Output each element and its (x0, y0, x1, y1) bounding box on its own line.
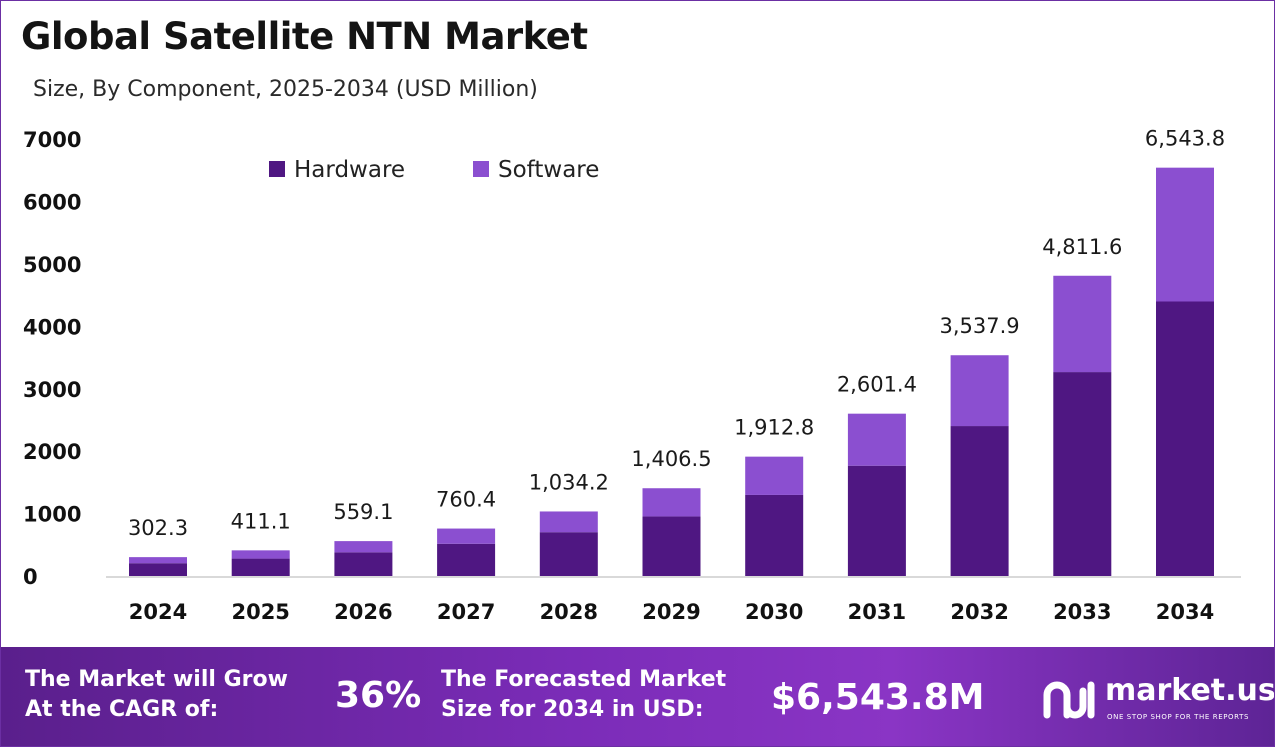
bar-software-2025 (231, 550, 290, 559)
data-label-total: 1,912.8 (734, 416, 814, 440)
x-tick-label: 2029 (642, 600, 700, 624)
data-label-total: 411.1 (231, 509, 291, 533)
data-label-total: 4,811.6 (1042, 235, 1122, 259)
x-tick-label: 2027 (437, 600, 495, 624)
data-label-total: 3,537.9 (940, 314, 1020, 338)
y-tick-label: 0 (23, 565, 38, 589)
x-tick-label: 2028 (540, 600, 598, 624)
y-tick-label: 5000 (23, 253, 81, 277)
y-tick-label: 1000 (23, 503, 81, 527)
legend-swatch-hardware (269, 161, 285, 177)
forecast-label-line2: Size for 2034 in USD: (441, 697, 704, 722)
y-tick-label: 6000 (23, 191, 81, 215)
bar-hardware-2027 (437, 543, 496, 576)
data-label-total: 1,034.2 (529, 470, 609, 494)
x-tick-label: 2025 (231, 600, 289, 624)
bar-software-2033 (1053, 275, 1112, 373)
legend-swatch-software (473, 161, 489, 177)
bar-hardware-2030 (745, 494, 804, 576)
bar-software-2028 (539, 511, 598, 533)
data-label-total: 6,543.8 (1145, 127, 1225, 151)
legend-label-software: Software (498, 157, 599, 183)
x-tick-label: 2030 (745, 600, 803, 624)
bar-hardware-2029 (642, 516, 701, 576)
forecast-value: $6,543.8M (771, 677, 985, 718)
bar-software-2034 (1156, 167, 1214, 302)
x-tick-label: 2034 (1156, 600, 1214, 624)
cagr-value: 36% (335, 675, 422, 716)
bar-software-2026 (334, 541, 393, 553)
brand-name: market.us (1105, 673, 1275, 708)
stacked-bar-chart: 0 1000 2000 3000 4000 5000 6000 7000 302.3 2024 41… (23, 127, 1241, 624)
data-label-total: 1,406.5 (631, 447, 711, 471)
cagr-label-line2: At the CAGR of: (25, 697, 219, 722)
bar-hardware-2034 (1156, 301, 1214, 576)
x-tick-label: 2024 (129, 600, 187, 624)
bar-software-2030 (745, 456, 804, 495)
bar-software-2031 (847, 413, 906, 466)
bar-hardware-2032 (950, 426, 1009, 576)
bar-hardware-2026 (334, 552, 393, 576)
data-label-total: 302.3 (128, 516, 188, 540)
market-us-logo-icon (1043, 681, 1095, 719)
y-tick-label: 7000 (23, 128, 81, 152)
bar-software-2032 (950, 355, 1009, 427)
bar-software-2029 (642, 488, 701, 517)
y-tick-label: 2000 (23, 440, 81, 464)
bar-software-2024 (129, 557, 187, 564)
summary-banner: The Market will Grow At the CAGR of: 36%… (1, 647, 1275, 746)
chart-title: Global Satellite NTN Market (21, 15, 588, 58)
bar-hardware-2025 (231, 558, 290, 576)
y-tick-label: 3000 (23, 378, 81, 402)
x-tick-label: 2031 (848, 600, 906, 624)
bar-hardware-2028 (539, 532, 598, 576)
x-tick-label: 2033 (1053, 600, 1111, 624)
data-label-total: 559.1 (333, 500, 393, 524)
bar-hardware-2024 (129, 563, 187, 576)
x-tick-label: 2026 (334, 600, 392, 624)
brand-tagline: ONE STOP SHOP FOR THE REPORTS (1107, 713, 1250, 721)
chart-subtitle: Size, By Component, 2025-2034 (USD Milli… (33, 77, 538, 102)
bar-hardware-2033 (1053, 372, 1112, 576)
data-label-total: 2,601.4 (837, 373, 917, 397)
x-tick-label: 2032 (950, 600, 1008, 624)
bar-software-2027 (437, 528, 496, 544)
bar-hardware-2031 (847, 465, 906, 576)
forecast-label-line1: The Forecasted Market (441, 667, 727, 692)
legend-label-hardware: Hardware (294, 157, 405, 183)
data-label-total: 760.4 (436, 488, 496, 512)
y-tick-label: 4000 (23, 315, 81, 339)
cagr-label-line1: The Market will Grow (25, 667, 288, 692)
